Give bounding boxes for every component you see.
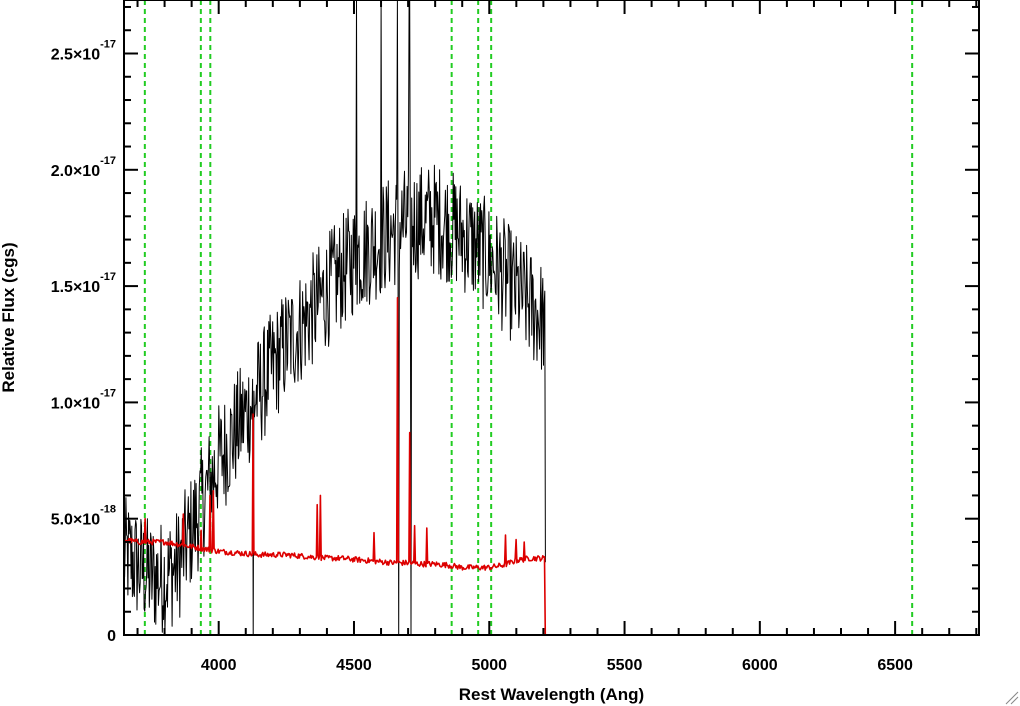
x-tick-label: 4000 (201, 657, 237, 674)
observed-spectrum-line (123, 0, 546, 636)
y-tick-exponent: -18 (100, 504, 116, 516)
y-tick-label: 2.0×10-17 (51, 155, 116, 180)
y-tick-exponent: -17 (100, 155, 116, 167)
x-tick-label: 5000 (471, 657, 507, 674)
x-axis-label: Rest Wavelength (Ang) (459, 685, 644, 704)
y-tick-mantissa: 2.5×10 (51, 46, 100, 63)
y-tick-labels: 05.0×10-181.0×10-171.5×10-172.0×10-172.5… (51, 38, 116, 645)
y-tick-exponent: -17 (100, 38, 116, 50)
x-tick-label: 6000 (742, 657, 778, 674)
y-tick-mantissa: 2.0×10 (51, 163, 100, 180)
y-tick-label: 0 (107, 628, 116, 645)
y-tick-label: 1.0×10-17 (51, 387, 116, 412)
y-tick-mantissa: 5.0×10 (51, 512, 100, 529)
y-tick-mantissa: 1.0×10 (51, 395, 100, 412)
y-tick-label: 5.0×10-18 (51, 504, 116, 529)
y-tick-label: 2.5×10-17 (51, 38, 116, 63)
x-tick-labels: 4000 4500 5000 5500 6000 6500 (201, 657, 913, 674)
x-tick-label: 4500 (336, 657, 372, 674)
plot-frame (123, 0, 980, 636)
y-tick-exponent: -17 (100, 387, 116, 399)
model-spectrum-line (123, 296, 979, 636)
y-axis-label: Relative Flux (cgs) (0, 242, 18, 392)
resize-grip-icon[interactable] (1005, 691, 1019, 705)
y-tick-mantissa: 0 (107, 628, 116, 645)
axis-ticks (124, 0, 979, 636)
y-tick-mantissa: 1.5×10 (51, 279, 100, 296)
spectrum-series (123, 0, 979, 636)
x-tick-label: 5500 (607, 657, 643, 674)
x-tick-label: 6500 (877, 657, 913, 674)
y-tick-label: 1.5×10-17 (51, 271, 116, 296)
y-tick-exponent: -17 (100, 271, 116, 283)
reference-lines (143, 0, 914, 635)
